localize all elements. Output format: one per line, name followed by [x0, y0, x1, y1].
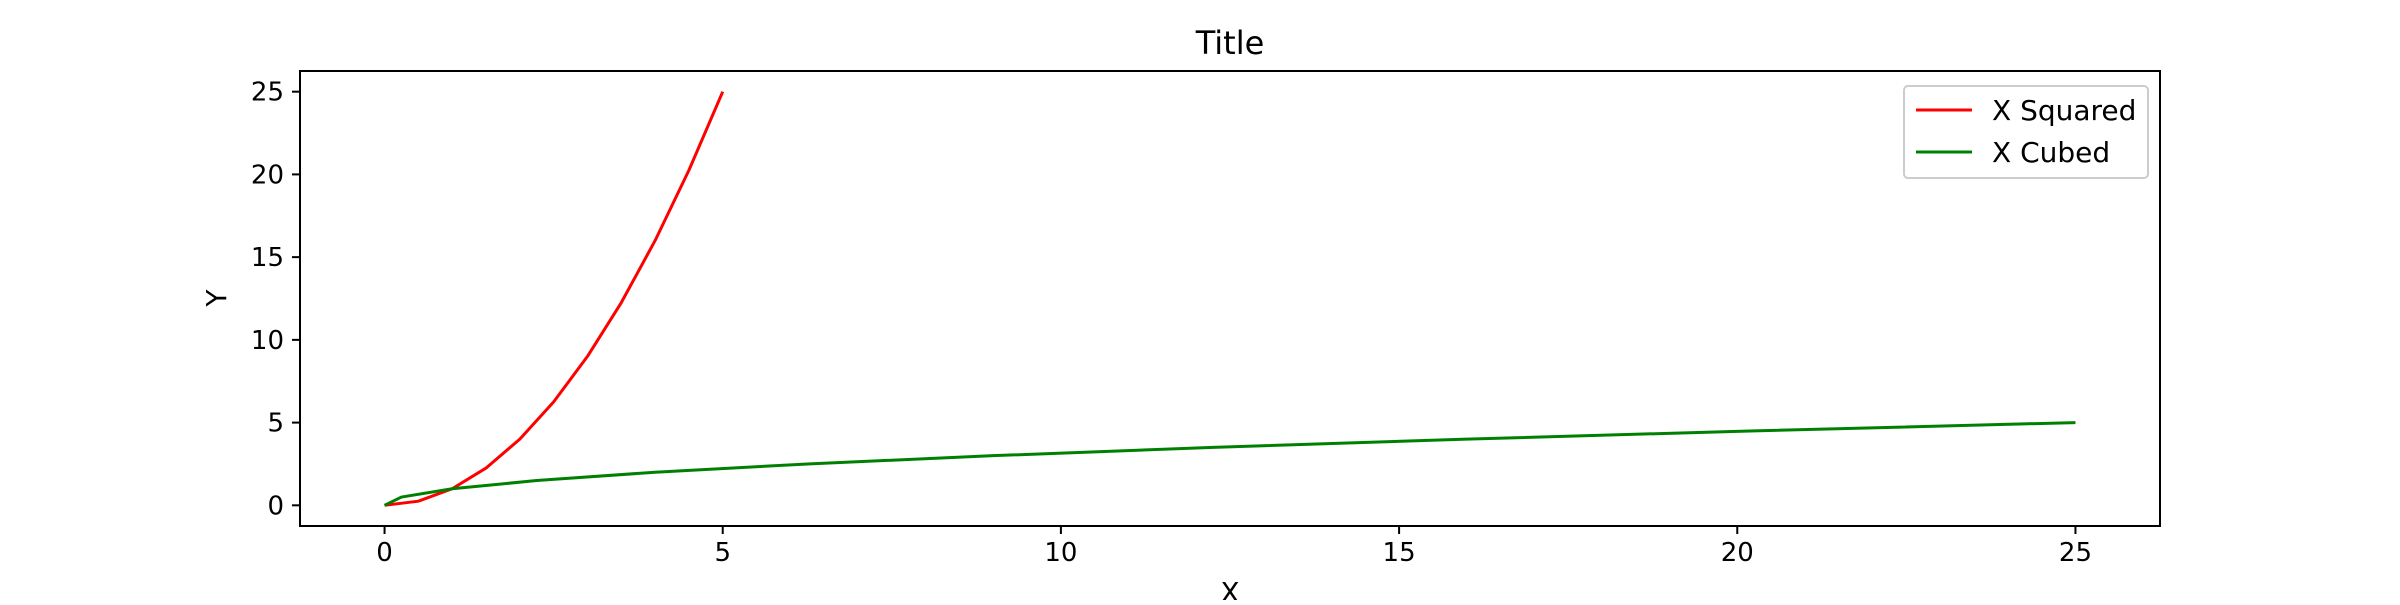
- y-axis-label: Y: [200, 289, 233, 308]
- x-axis: 0 5 10 15 20 25: [376, 526, 2092, 568]
- x-tick-label: 15: [1383, 538, 1416, 568]
- y-axis: 0 5 10 15 20 25: [251, 78, 300, 521]
- legend-label: X Cubed: [1992, 136, 2110, 169]
- y-tick-label: 0: [267, 491, 284, 521]
- legend: X Squared X Cubed: [1903, 85, 2149, 179]
- y-tick-label: 20: [251, 160, 284, 190]
- x-tick-label: 5: [714, 538, 731, 568]
- series-line-2: [383, 421, 2076, 507]
- x-axis-label: X: [1220, 576, 1239, 600]
- y-tick-label: 15: [251, 243, 284, 273]
- x-tick-label: 0: [376, 538, 393, 568]
- plot-frame: [299, 70, 2161, 527]
- y-tick-label: 10: [251, 326, 284, 356]
- y-tick-label: 5: [267, 409, 284, 439]
- plot-lines: [383, 91, 2076, 507]
- x-tick-label: 10: [1044, 538, 1077, 568]
- x-tick-label: 20: [1721, 538, 1754, 568]
- y-tick-label: 25: [251, 78, 284, 108]
- x-tick-label: 25: [2059, 538, 2092, 568]
- chart-title: Title: [1195, 24, 1265, 62]
- legend-label: X Squared: [1992, 94, 2136, 127]
- series-line-1: [384, 91, 725, 507]
